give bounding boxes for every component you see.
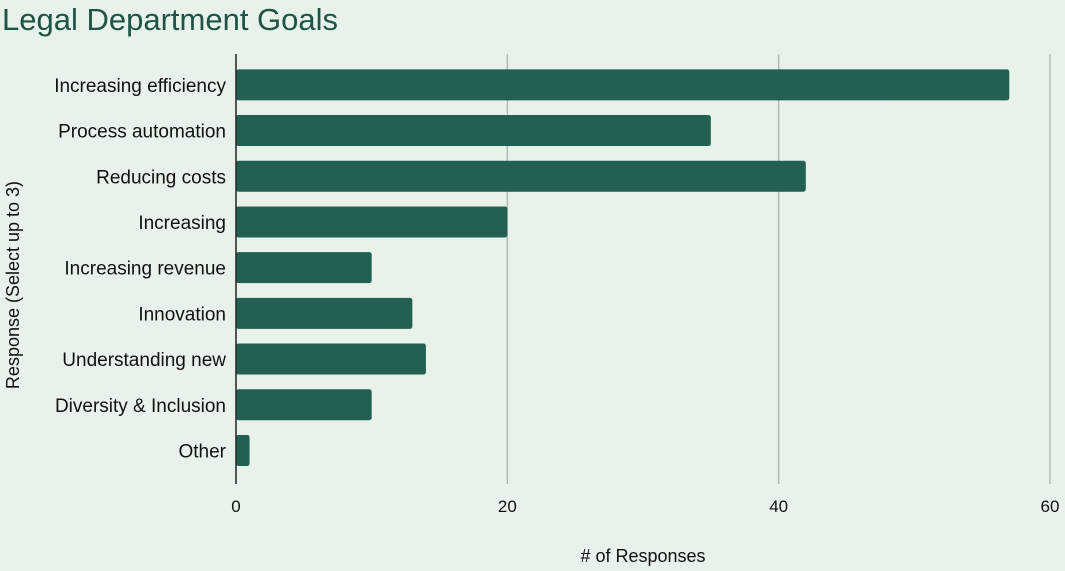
category-label: Other	[178, 441, 226, 462]
category-label: Diversity & Inclusion	[55, 396, 226, 417]
x-tick-labels: 0 20 40 60	[231, 497, 1059, 516]
x-tick-label: 40	[769, 497, 788, 516]
category-label: Increasing	[138, 213, 226, 234]
bar	[236, 69, 1010, 101]
x-tick-label: 60	[1041, 497, 1060, 516]
bar	[236, 252, 372, 284]
category-label: Increasing revenue	[64, 259, 226, 280]
x-tick-label: 20	[498, 497, 517, 516]
bar	[236, 434, 250, 466]
bar	[236, 389, 372, 421]
category-label: Innovation	[138, 304, 226, 325]
bars	[236, 69, 1010, 466]
x-axis-label: # of Responses	[580, 546, 705, 566]
category-label: Understanding new	[62, 350, 226, 371]
bar	[236, 160, 806, 192]
category-labels: Increasing efficiency Process automation R…	[54, 76, 226, 463]
category-label: Process automation	[58, 122, 226, 143]
category-label: Reducing costs	[96, 167, 226, 188]
x-tick-label: 0	[231, 497, 240, 516]
y-axis-label: Response (Select up to 3)	[3, 181, 23, 389]
category-label: Increasing efficiency	[54, 76, 226, 97]
bar	[236, 115, 711, 147]
bar	[236, 206, 508, 238]
bar	[236, 343, 426, 375]
chart-title: Legal Department Goals	[2, 2, 338, 37]
bar	[236, 297, 413, 329]
